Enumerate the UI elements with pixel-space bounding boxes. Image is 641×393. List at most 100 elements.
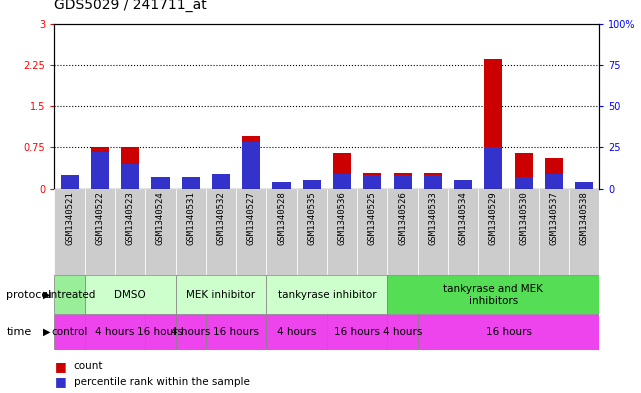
Bar bbox=[115, 189, 146, 275]
Bar bbox=[448, 189, 478, 275]
Bar bbox=[575, 182, 594, 189]
Bar bbox=[508, 189, 539, 275]
Bar bbox=[85, 189, 115, 275]
Text: control: control bbox=[51, 327, 88, 337]
Bar bbox=[121, 164, 139, 189]
Text: time: time bbox=[6, 327, 31, 337]
Bar bbox=[212, 179, 230, 189]
Bar bbox=[85, 314, 146, 350]
Text: protocol: protocol bbox=[6, 290, 52, 300]
Bar bbox=[60, 182, 79, 189]
Bar bbox=[206, 314, 267, 350]
Bar bbox=[327, 189, 357, 275]
Bar bbox=[545, 158, 563, 189]
Text: 4 hours: 4 hours bbox=[383, 327, 422, 337]
Bar bbox=[242, 142, 260, 189]
Bar bbox=[478, 189, 508, 275]
Text: 16 hours: 16 hours bbox=[485, 327, 531, 337]
Text: ■: ■ bbox=[54, 375, 66, 389]
Bar bbox=[454, 180, 472, 189]
Bar bbox=[272, 182, 290, 189]
Text: GSM1340521: GSM1340521 bbox=[65, 191, 74, 245]
Bar bbox=[327, 314, 387, 350]
Text: 16 hours: 16 hours bbox=[213, 327, 259, 337]
Bar bbox=[363, 175, 381, 189]
Bar bbox=[424, 173, 442, 189]
Text: GSM1340523: GSM1340523 bbox=[126, 191, 135, 245]
Bar bbox=[545, 174, 563, 189]
Bar bbox=[176, 189, 206, 275]
Text: GSM1340527: GSM1340527 bbox=[247, 191, 256, 245]
Bar bbox=[267, 275, 387, 314]
Bar bbox=[151, 182, 169, 189]
Bar bbox=[121, 147, 139, 189]
Text: 4 hours: 4 hours bbox=[171, 327, 210, 337]
Bar bbox=[515, 153, 533, 189]
Text: GSM1340537: GSM1340537 bbox=[549, 191, 558, 245]
Bar bbox=[387, 189, 418, 275]
Bar bbox=[212, 174, 230, 189]
Text: count: count bbox=[74, 361, 103, 371]
Bar bbox=[357, 189, 387, 275]
Bar bbox=[394, 175, 412, 189]
Bar bbox=[54, 314, 85, 350]
Text: MEK inhibitor: MEK inhibitor bbox=[187, 290, 256, 300]
Bar bbox=[424, 175, 442, 189]
Bar bbox=[54, 189, 85, 275]
Text: GSM1340536: GSM1340536 bbox=[338, 191, 347, 245]
Bar bbox=[569, 189, 599, 275]
Bar bbox=[91, 147, 109, 189]
Bar bbox=[387, 314, 418, 350]
Bar bbox=[394, 173, 412, 189]
Text: 4 hours: 4 hours bbox=[96, 327, 135, 337]
Bar bbox=[418, 189, 448, 275]
Bar bbox=[363, 173, 381, 189]
Bar bbox=[333, 153, 351, 189]
Text: tankyrase and MEK
inhibitors: tankyrase and MEK inhibitors bbox=[444, 284, 544, 305]
Text: ▶: ▶ bbox=[43, 290, 51, 300]
Bar bbox=[236, 189, 267, 275]
Bar bbox=[267, 189, 297, 275]
Text: GSM1340522: GSM1340522 bbox=[96, 191, 104, 245]
Text: GDS5029 / 241711_at: GDS5029 / 241711_at bbox=[54, 0, 207, 12]
Bar bbox=[418, 314, 599, 350]
Bar bbox=[181, 177, 200, 189]
Bar bbox=[54, 275, 85, 314]
Text: 16 hours: 16 hours bbox=[334, 327, 380, 337]
Bar bbox=[242, 136, 260, 189]
Text: GSM1340524: GSM1340524 bbox=[156, 191, 165, 245]
Text: GSM1340531: GSM1340531 bbox=[186, 191, 196, 245]
Bar bbox=[539, 189, 569, 275]
Text: 4 hours: 4 hours bbox=[277, 327, 316, 337]
Text: percentile rank within the sample: percentile rank within the sample bbox=[74, 377, 249, 387]
Text: GSM1340534: GSM1340534 bbox=[458, 191, 468, 245]
Text: GSM1340526: GSM1340526 bbox=[398, 191, 407, 245]
Bar bbox=[303, 182, 321, 189]
Bar bbox=[176, 314, 206, 350]
Text: GSM1340538: GSM1340538 bbox=[579, 191, 588, 245]
Text: GSM1340533: GSM1340533 bbox=[428, 191, 437, 245]
Bar bbox=[485, 59, 503, 189]
Bar bbox=[146, 189, 176, 275]
Bar bbox=[297, 189, 327, 275]
Bar bbox=[575, 182, 594, 189]
Text: tankyrase inhibitor: tankyrase inhibitor bbox=[278, 290, 376, 300]
Bar bbox=[267, 314, 327, 350]
Bar bbox=[176, 275, 267, 314]
Bar bbox=[333, 174, 351, 189]
Bar bbox=[272, 182, 290, 189]
Bar bbox=[60, 175, 79, 189]
Bar bbox=[146, 314, 176, 350]
Bar bbox=[515, 177, 533, 189]
Text: DMSO: DMSO bbox=[114, 290, 146, 300]
Bar bbox=[181, 179, 200, 189]
Text: GSM1340528: GSM1340528 bbox=[277, 191, 286, 245]
Bar bbox=[206, 189, 236, 275]
Bar bbox=[387, 275, 599, 314]
Bar bbox=[303, 180, 321, 189]
Text: GSM1340532: GSM1340532 bbox=[217, 191, 226, 245]
Text: GSM1340525: GSM1340525 bbox=[368, 191, 377, 245]
Bar bbox=[91, 152, 109, 189]
Bar bbox=[454, 183, 472, 189]
Bar bbox=[485, 147, 503, 189]
